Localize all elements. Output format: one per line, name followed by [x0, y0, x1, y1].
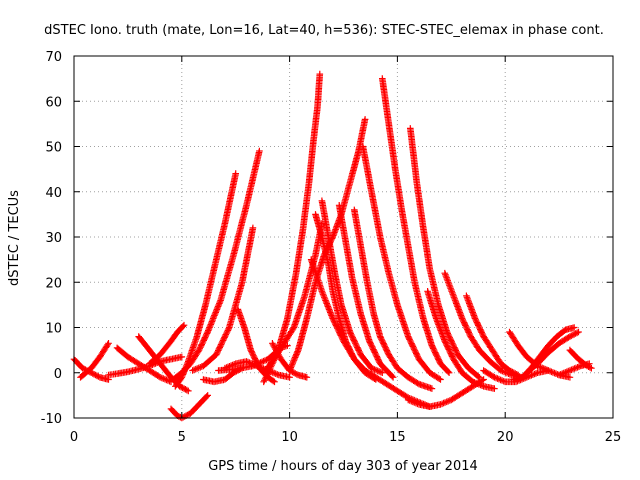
x-tick-label: 15 — [389, 430, 406, 445]
y-tick-label: 40 — [45, 186, 62, 201]
data-point-markers — [318, 197, 386, 376]
x-tick-label: 5 — [178, 430, 186, 445]
series-group — [318, 197, 386, 376]
data-point-markers — [262, 70, 324, 374]
x-axis-label: GPS time / hours of day 303 of year 2014 — [208, 459, 478, 474]
data-point-markers — [424, 288, 498, 392]
y-tick-label: 30 — [45, 231, 62, 246]
y-tick-label: -10 — [41, 412, 62, 427]
series-group — [523, 328, 582, 376]
data-point-markers — [189, 224, 257, 374]
y-axis-label: dSTEC / TECUs — [7, 190, 22, 286]
x-tick-label: 0 — [70, 430, 78, 445]
data-point-markers — [286, 116, 369, 374]
series-group — [441, 269, 526, 381]
data-point-markers — [463, 292, 522, 379]
y-tick-label: 50 — [45, 141, 62, 156]
y-tick-label: 10 — [45, 322, 62, 337]
y-tick-label: 60 — [45, 95, 62, 110]
data-point-markers — [146, 321, 188, 367]
series-group — [379, 75, 453, 376]
series-group — [424, 288, 498, 392]
chart-title: dSTEC Iono. truth (mate, Lon=16, Lat=40,… — [44, 23, 604, 38]
data-point-markers — [335, 202, 397, 381]
data-point-markers — [407, 125, 483, 381]
data-point-markers — [359, 143, 444, 383]
data-point-markers — [77, 340, 112, 381]
series-group — [407, 125, 483, 381]
series-group — [463, 292, 522, 379]
series-group — [113, 344, 175, 386]
y-tick-label: 70 — [45, 50, 62, 65]
series-group — [135, 333, 192, 395]
series-group — [262, 70, 324, 374]
data-point-markers — [169, 147, 263, 383]
data-point-markers — [566, 346, 595, 372]
series-group — [335, 202, 397, 381]
data-point-markers — [167, 392, 211, 422]
series-group — [286, 116, 369, 374]
y-tick-label: 0 — [54, 367, 62, 382]
data-point-markers — [441, 269, 526, 381]
x-tick-label: 10 — [281, 430, 298, 445]
x-tick-label: 20 — [497, 430, 514, 445]
data-point-markers — [215, 220, 326, 374]
series-group — [146, 321, 188, 367]
series-group — [169, 147, 263, 383]
gridlines — [74, 56, 613, 418]
data-point-markers — [351, 206, 436, 392]
series-group — [566, 346, 595, 372]
data-marks — [70, 70, 595, 422]
series-group — [215, 220, 326, 374]
data-point-markers — [135, 333, 192, 395]
data-point-markers — [523, 328, 582, 376]
series-group — [167, 392, 211, 422]
data-point-markers — [113, 344, 175, 386]
y-tick-label: 20 — [45, 276, 62, 291]
series-group — [189, 224, 257, 374]
series-group — [77, 340, 112, 381]
axis-ticks: 0 5 10 15 20 25 -10 0 10 20 30 40 50 60 70 — [41, 50, 622, 445]
series-group — [351, 206, 436, 392]
x-tick-label: 25 — [605, 430, 622, 445]
series-group — [359, 143, 444, 383]
data-point-markers — [379, 75, 453, 376]
